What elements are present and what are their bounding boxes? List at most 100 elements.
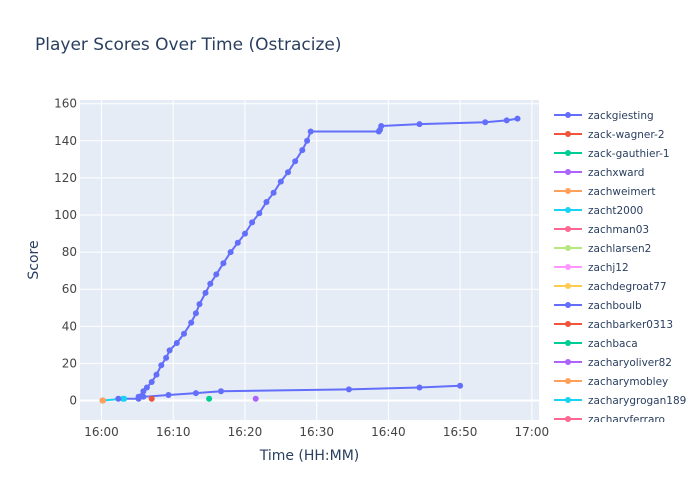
data-point[interactable] (121, 395, 128, 402)
y-tick-label: 40 (62, 319, 77, 333)
legend-item[interactable]: zacharymobley (554, 376, 668, 388)
data-point[interactable] (378, 123, 385, 129)
legend-label: zachboulb (588, 300, 642, 312)
data-point[interactable] (153, 371, 160, 378)
data-point[interactable] (163, 354, 170, 361)
data-point[interactable] (270, 189, 277, 196)
x-tick-label: 16:50 (443, 425, 478, 439)
legend-item[interactable]: zachbarker0313 (554, 319, 673, 331)
legend-item[interactable]: zachboulb (554, 300, 642, 312)
data-point[interactable] (202, 289, 209, 296)
legend-marker (565, 302, 571, 308)
legend-marker (565, 283, 571, 289)
legend-item[interactable]: zack-wagner-2 (554, 129, 665, 141)
legend-marker (565, 416, 571, 422)
data-point[interactable] (514, 115, 521, 122)
data-point[interactable] (165, 392, 172, 398)
legend-item[interactable]: zachman03 (554, 224, 649, 236)
data-point[interactable] (173, 340, 180, 346)
legend-item[interactable]: zachj12 (554, 262, 629, 274)
data-point[interactable] (196, 301, 203, 308)
data-point[interactable] (207, 280, 214, 287)
data-point[interactable] (206, 395, 213, 402)
data-point[interactable] (416, 384, 423, 391)
series-layer (99, 115, 521, 404)
legend-marker (565, 378, 571, 384)
data-point[interactable] (307, 128, 314, 135)
data-point[interactable] (416, 121, 423, 128)
data-point[interactable] (234, 239, 241, 246)
data-point[interactable] (292, 158, 299, 165)
data-point[interactable] (181, 330, 187, 337)
y-tick-label: 20 (62, 356, 77, 370)
series-zack-wagner-2 (148, 395, 155, 402)
data-point[interactable] (220, 260, 227, 267)
data-point[interactable] (148, 395, 155, 402)
data-point[interactable] (304, 137, 311, 144)
legend-item[interactable]: zackgiesting (554, 110, 654, 122)
legend-item[interactable]: zachdegroat77 (554, 281, 667, 293)
data-point[interactable] (299, 147, 306, 154)
legend-label: zachxward (588, 167, 644, 179)
data-point[interactable] (188, 319, 195, 326)
data-point[interactable] (482, 119, 489, 126)
legend-item[interactable]: zachweimert (554, 186, 655, 198)
legend-marker (565, 207, 571, 213)
data-point[interactable] (143, 384, 150, 391)
data-point[interactable] (285, 169, 291, 176)
data-point[interactable] (158, 362, 165, 369)
data-point[interactable] (166, 347, 173, 354)
x-tick-label: 16:20 (228, 425, 263, 439)
x-tick-label: 16:10 (156, 425, 191, 439)
legend-item[interactable]: zacharyferraro (554, 414, 665, 426)
data-point[interactable] (242, 230, 248, 237)
data-point[interactable] (140, 393, 147, 400)
x-tick-label: 16:30 (299, 425, 334, 439)
legend-marker (565, 169, 571, 175)
data-point[interactable] (213, 271, 220, 278)
data-point[interactable] (192, 310, 199, 317)
legend-marker (565, 226, 571, 232)
data-point[interactable] (263, 199, 270, 205)
series-zachweimert (99, 397, 106, 404)
data-point[interactable] (503, 117, 510, 124)
series-zack-gauthier-1 (206, 395, 213, 402)
data-point[interactable] (227, 249, 234, 256)
legend-item[interactable]: zacharyoliver82 (554, 357, 672, 369)
legend[interactable]: zackgiesting zack-wagner-2 zack-gauthier-1… (554, 110, 686, 426)
x-tick-label: 16:00 (84, 425, 119, 439)
legend-item[interactable]: zachbaca (554, 338, 638, 350)
legend-marker (565, 264, 571, 270)
legend-item[interactable]: zachxward (554, 167, 644, 179)
data-point[interactable] (99, 397, 106, 404)
legend-marker (565, 131, 571, 137)
data-point[interactable] (249, 219, 256, 226)
data-point[interactable] (256, 210, 263, 217)
legend-item[interactable]: zachlarsen2 (554, 243, 651, 255)
legend-label: zachman03 (588, 224, 649, 236)
data-point[interactable] (192, 390, 199, 397)
data-point[interactable] (218, 388, 224, 395)
data-point[interactable] (457, 382, 464, 389)
data-point[interactable] (345, 386, 352, 393)
data-point[interactable] (252, 395, 259, 402)
data-point[interactable] (277, 178, 284, 185)
y-tick-label: 0 (69, 394, 77, 408)
legend-item[interactable]: zacharygrogan189 (554, 395, 686, 407)
legend-label: zack-gauthier-1 (588, 148, 670, 160)
x-tick-label: 17:00 (515, 425, 550, 439)
series-zacht2000 (121, 395, 128, 402)
legend-marker (565, 340, 571, 346)
legend-item[interactable]: zacht2000 (554, 205, 643, 217)
legend-marker (565, 188, 571, 194)
data-point[interactable] (135, 393, 142, 400)
legend-marker (565, 245, 571, 251)
data-point[interactable] (148, 379, 155, 385)
legend-item[interactable]: zack-gauthier-1 (554, 148, 670, 160)
data-point[interactable] (115, 395, 122, 402)
legend-label: zack-wagner-2 (588, 129, 665, 141)
legend-label: zachbarker0313 (588, 319, 673, 331)
tick-layer: 16:00 16:10 16:20 16:30 16:40 16:50 17:00 0 20 40… (54, 97, 549, 439)
